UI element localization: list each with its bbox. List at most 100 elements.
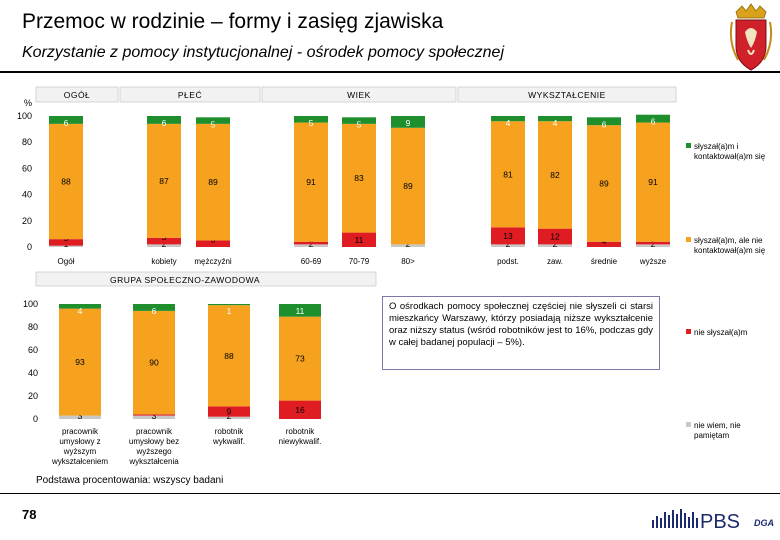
bar-segment-heard-used — [391, 116, 425, 128]
x-tick-label: wyższego — [135, 447, 172, 456]
bar-segment-heard-not-used — [208, 305, 250, 407]
bar-segment-heard-not-used — [196, 123, 230, 241]
bar-segment-heard-not-used — [342, 123, 376, 233]
y-axis-label: % — [24, 98, 32, 108]
bar-segment-heard-used — [196, 117, 230, 124]
bar-segment-heard-used — [636, 114, 670, 123]
bar-segment-dont-know — [133, 415, 175, 419]
legend-label: nie wiem, nie pamiętam — [694, 421, 741, 440]
x-tick-label: średnie — [591, 257, 618, 266]
group-header-label: GRUPA SPOŁECZNO-ZAWODOWA — [110, 275, 260, 285]
data-label-heard-not-used: 93 — [75, 357, 85, 367]
bar-segment-heard-used — [147, 116, 181, 124]
data-label-heard-used: 4 — [553, 118, 558, 128]
group-header-box — [35, 86, 119, 103]
bar-segment-heard-used — [279, 304, 321, 317]
bar-segment-dont-know — [294, 244, 328, 247]
x-tick-label: mężczyźni — [194, 257, 232, 266]
data-label-heard-used: 4 — [506, 118, 511, 128]
data-label-heard-not-used: 89 — [599, 178, 609, 188]
bar-segment-not-heard — [208, 406, 250, 417]
data-label-heard-not-used: 88 — [61, 177, 71, 187]
data-label-not-heard: 13 — [503, 231, 513, 241]
x-tick-label: Ogół — [58, 257, 75, 266]
data-label-dont-know: 3 — [78, 411, 83, 421]
legend-heard-not-used: słyszał(a)m, ale nie kontaktował(a)m się — [686, 236, 778, 256]
x-tick-label: robotnik — [215, 427, 244, 436]
data-label-not-heard: 9 — [227, 407, 232, 417]
bar-segment-heard-used — [587, 117, 621, 126]
group-header-box — [119, 86, 261, 103]
header-divider — [0, 71, 780, 73]
data-label-heard-not-used: 87 — [159, 176, 169, 186]
data-label-not-heard: 11 — [355, 235, 364, 245]
data-label-heard-used: 6 — [162, 118, 167, 128]
bar-segment-heard-not-used — [491, 121, 525, 228]
bar-segment-not-heard — [133, 414, 175, 416]
data-label-heard-not-used: 88 — [224, 351, 234, 361]
bar-segment-heard-not-used — [279, 316, 321, 401]
y-tick-label: 20 — [22, 216, 32, 226]
bar-segment-heard-not-used — [538, 121, 572, 229]
bar-segment-heard-not-used — [59, 308, 101, 416]
y-tick-label: 80 — [22, 137, 32, 147]
data-label-heard-used: 9 — [406, 118, 411, 128]
data-label-heard-used: 5 — [357, 119, 362, 129]
page-subtitle: Korzystanie z pomocy instytucjonalnej - … — [22, 44, 505, 61]
bar-segment-heard-used — [49, 116, 83, 124]
group-header-label: OGÓŁ — [64, 90, 91, 100]
legend-dont-know: nie wiem, nie pamiętam — [686, 421, 778, 441]
bar-segment-heard-not-used — [133, 310, 175, 415]
legend-swatch-not-heard — [686, 329, 691, 334]
bar-segment-not-heard — [491, 227, 525, 245]
bar-segment-heard-used — [342, 117, 376, 124]
x-tick-label: wykształceniem — [51, 457, 108, 466]
group-header-label: PŁEĆ — [178, 90, 202, 100]
x-tick-label: robotnik — [286, 427, 315, 436]
data-label-heard-not-used: 82 — [550, 170, 560, 180]
bar-segment-not-heard — [342, 232, 376, 247]
bar-segment-heard-not-used — [391, 127, 425, 245]
bar-segment-heard-used — [294, 116, 328, 123]
legend-label: słyszał(a)m, ale nie kontaktował(a)m się — [694, 236, 766, 255]
data-label-heard-used: 11 — [296, 306, 305, 316]
data-label-dont-know: 3 — [152, 411, 157, 421]
y-tick-label: 0 — [33, 414, 38, 424]
y-tick-label: 40 — [22, 190, 32, 200]
bar-segment-dont-know — [391, 244, 425, 247]
bar-segment-dont-know — [636, 244, 670, 247]
bar-segment-heard-used — [208, 304, 250, 306]
legend-heard-used: słyszał(a)m i kontaktował(a)m się — [686, 142, 778, 162]
x-tick-label: kobiety — [151, 257, 176, 266]
data-label-heard-not-used: 91 — [306, 177, 316, 187]
bar-segment-heard-used — [491, 116, 525, 122]
bar-segment-not-heard — [49, 239, 83, 246]
x-tick-label: wykształcenia — [128, 457, 179, 466]
y-tick-label: 100 — [17, 111, 32, 121]
bar-segment-heard-not-used — [636, 122, 670, 242]
data-label-heard-not-used: 81 — [503, 169, 513, 179]
x-tick-label: wyższym — [63, 447, 97, 456]
group-header-label: WIEK — [347, 90, 371, 100]
x-tick-label: zaw. — [547, 257, 563, 266]
legend-swatch-heard-used — [686, 143, 691, 148]
data-label-not-heard: 16 — [295, 405, 305, 415]
x-tick-label: umysłowy z — [59, 437, 100, 446]
bar-segment-heard-not-used — [587, 125, 621, 242]
page-title: Przemoc w rodzinie – formy i zasięg zjaw… — [22, 10, 444, 33]
bar-segment-not-heard — [279, 400, 321, 419]
footer-divider — [0, 493, 780, 494]
x-tick-label: 60-69 — [301, 257, 322, 266]
bar-segment-dont-know — [538, 244, 572, 247]
data-label-heard-used: 1 — [227, 306, 232, 316]
data-label-heard-used: 6 — [152, 306, 157, 316]
data-label-heard-used: 5 — [211, 119, 216, 129]
x-tick-label: niewykwalif. — [279, 437, 322, 446]
bar-segment-not-heard — [196, 240, 230, 247]
data-label-heard-not-used: 89 — [403, 181, 413, 191]
y-tick-label: 80 — [28, 322, 38, 332]
bar-segment-dont-know — [49, 245, 83, 247]
bar-segment-dont-know — [208, 416, 250, 419]
bar-segment-heard-used — [59, 304, 101, 309]
